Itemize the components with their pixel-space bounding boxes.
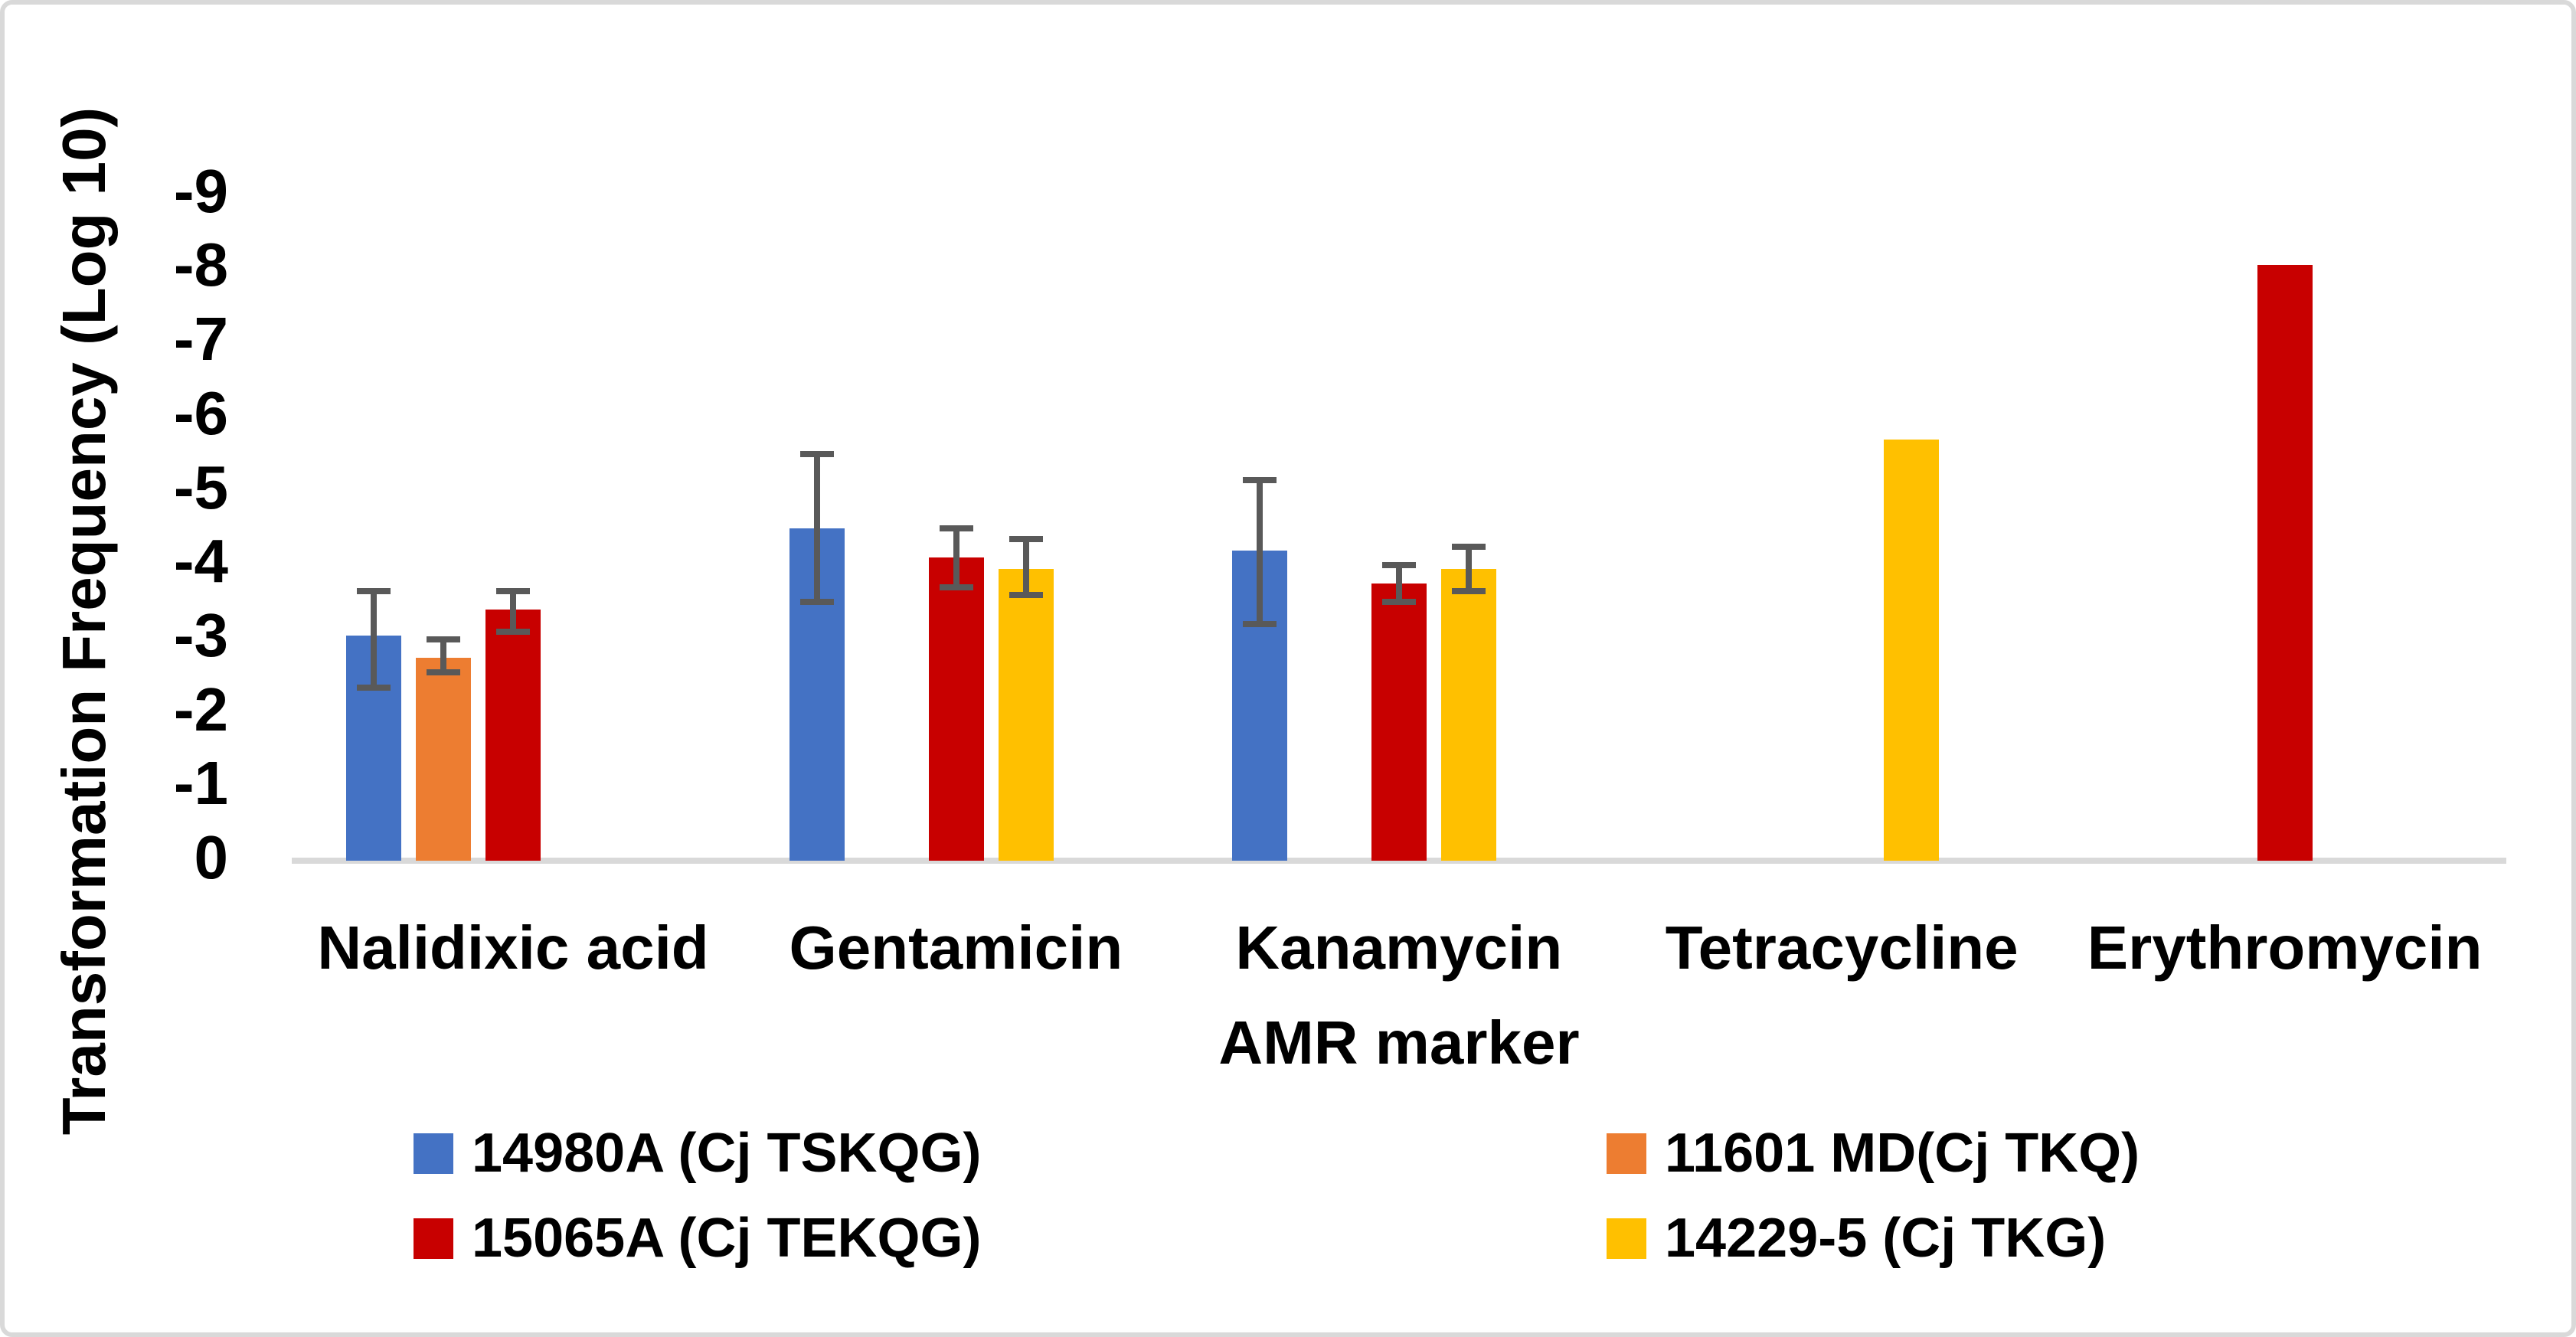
y-tick-label--5: -5: [173, 453, 228, 521]
x-category-label-tetracycline: Tetracycline: [1665, 914, 2019, 982]
legend-swatch-yellow: [1607, 1218, 1646, 1259]
error-bar-bottom-cap: [1243, 621, 1277, 628]
error-bar-stem: [813, 453, 820, 603]
error-bar-stem: [371, 590, 378, 688]
y-tick-label--2: -2: [173, 675, 228, 744]
error-bar-stem: [510, 590, 517, 633]
error-bar-bottom-cap: [427, 669, 461, 676]
x-category-label-kanamycin: Kanamycin: [1235, 914, 1563, 982]
error-bar-top-cap: [1243, 476, 1277, 483]
bar-15065a-kanamycin: [1371, 584, 1427, 861]
legend-label: 15065A (Cj TEKQG): [472, 1208, 982, 1269]
error-bar-stem: [1396, 565, 1402, 603]
x-category-label-nalidixic-acid: Nalidixic acid: [317, 914, 709, 982]
bar-11601-nalidixic-acid: [416, 657, 472, 861]
x-category-label-gentamicin: Gentamicin: [789, 914, 1123, 982]
error-bar-bottom-cap: [939, 584, 973, 591]
error-bar-top-cap: [1008, 536, 1043, 543]
error-bar-top-cap: [496, 587, 531, 594]
error-bar-top-cap: [357, 587, 391, 594]
bar-14229-5-kanamycin: [1441, 568, 1496, 861]
bar-14229-5-gentamicin: [998, 568, 1054, 861]
error-bar-bottom-cap: [1452, 587, 1486, 594]
error-bar-top-cap: [1382, 562, 1416, 569]
legend-label: 14229-5 (Cj TKG): [1665, 1208, 2107, 1269]
y-tick-label-0: 0: [194, 823, 229, 891]
legend-label: 11601 MD(Cj TKQ): [1665, 1123, 2140, 1184]
legend-swatch-orange: [1607, 1133, 1646, 1174]
error-bar-bottom-cap: [799, 599, 834, 606]
x-axis-line: [292, 858, 2506, 864]
error-bar-stem: [953, 528, 959, 588]
error-bar-bottom-cap: [1008, 591, 1043, 598]
error-bar-top-cap: [1452, 543, 1486, 550]
y-tick-label--3: -3: [173, 600, 228, 669]
error-bar-stem: [440, 639, 447, 673]
legend-item-15065A: 15065A (Cj TEKQG): [414, 1211, 982, 1266]
error-bar-stem: [1257, 479, 1263, 625]
bar-15065a-nalidixic-acid: [485, 610, 541, 861]
error-bar-bottom-cap: [357, 684, 391, 691]
y-tick-label--1: -1: [173, 749, 228, 818]
legend-swatch-red: [414, 1218, 453, 1259]
error-bar-stem: [1022, 539, 1029, 595]
bar-15065a-erythromycin: [2257, 265, 2313, 861]
error-bar-bottom-cap: [1382, 599, 1416, 606]
error-bar-top-cap: [939, 525, 973, 531]
error-bar-stem: [1466, 546, 1472, 591]
legend-item-14980A: 14980A (Cj TSKQG): [414, 1126, 982, 1181]
y-tick-label--9: -9: [173, 156, 228, 225]
error-bar-bottom-cap: [496, 629, 531, 636]
y-tick-label--7: -7: [173, 305, 228, 374]
y-tick-label--4: -4: [173, 527, 228, 596]
error-bar-top-cap: [427, 636, 461, 642]
error-bar-top-cap: [799, 450, 834, 457]
y-tick-label--8: -8: [173, 230, 228, 299]
y-tick-label--6: -6: [173, 378, 228, 447]
x-category-label-erythromycin: Erythromycin: [2087, 914, 2483, 982]
legend-label: 14980A (Cj TSKQG): [472, 1123, 982, 1184]
bar-14229-5-tetracycline: [1884, 439, 1940, 861]
bar-15065a-gentamicin: [928, 557, 984, 861]
legend-item-11601: 11601 MD(Cj TKQ): [1607, 1126, 2140, 1181]
legend-item-14229-5: 14229-5 (Cj TKG): [1607, 1211, 2106, 1266]
legend-swatch-blue: [414, 1133, 453, 1174]
x-axis-title: AMR marker: [1218, 1008, 1580, 1077]
